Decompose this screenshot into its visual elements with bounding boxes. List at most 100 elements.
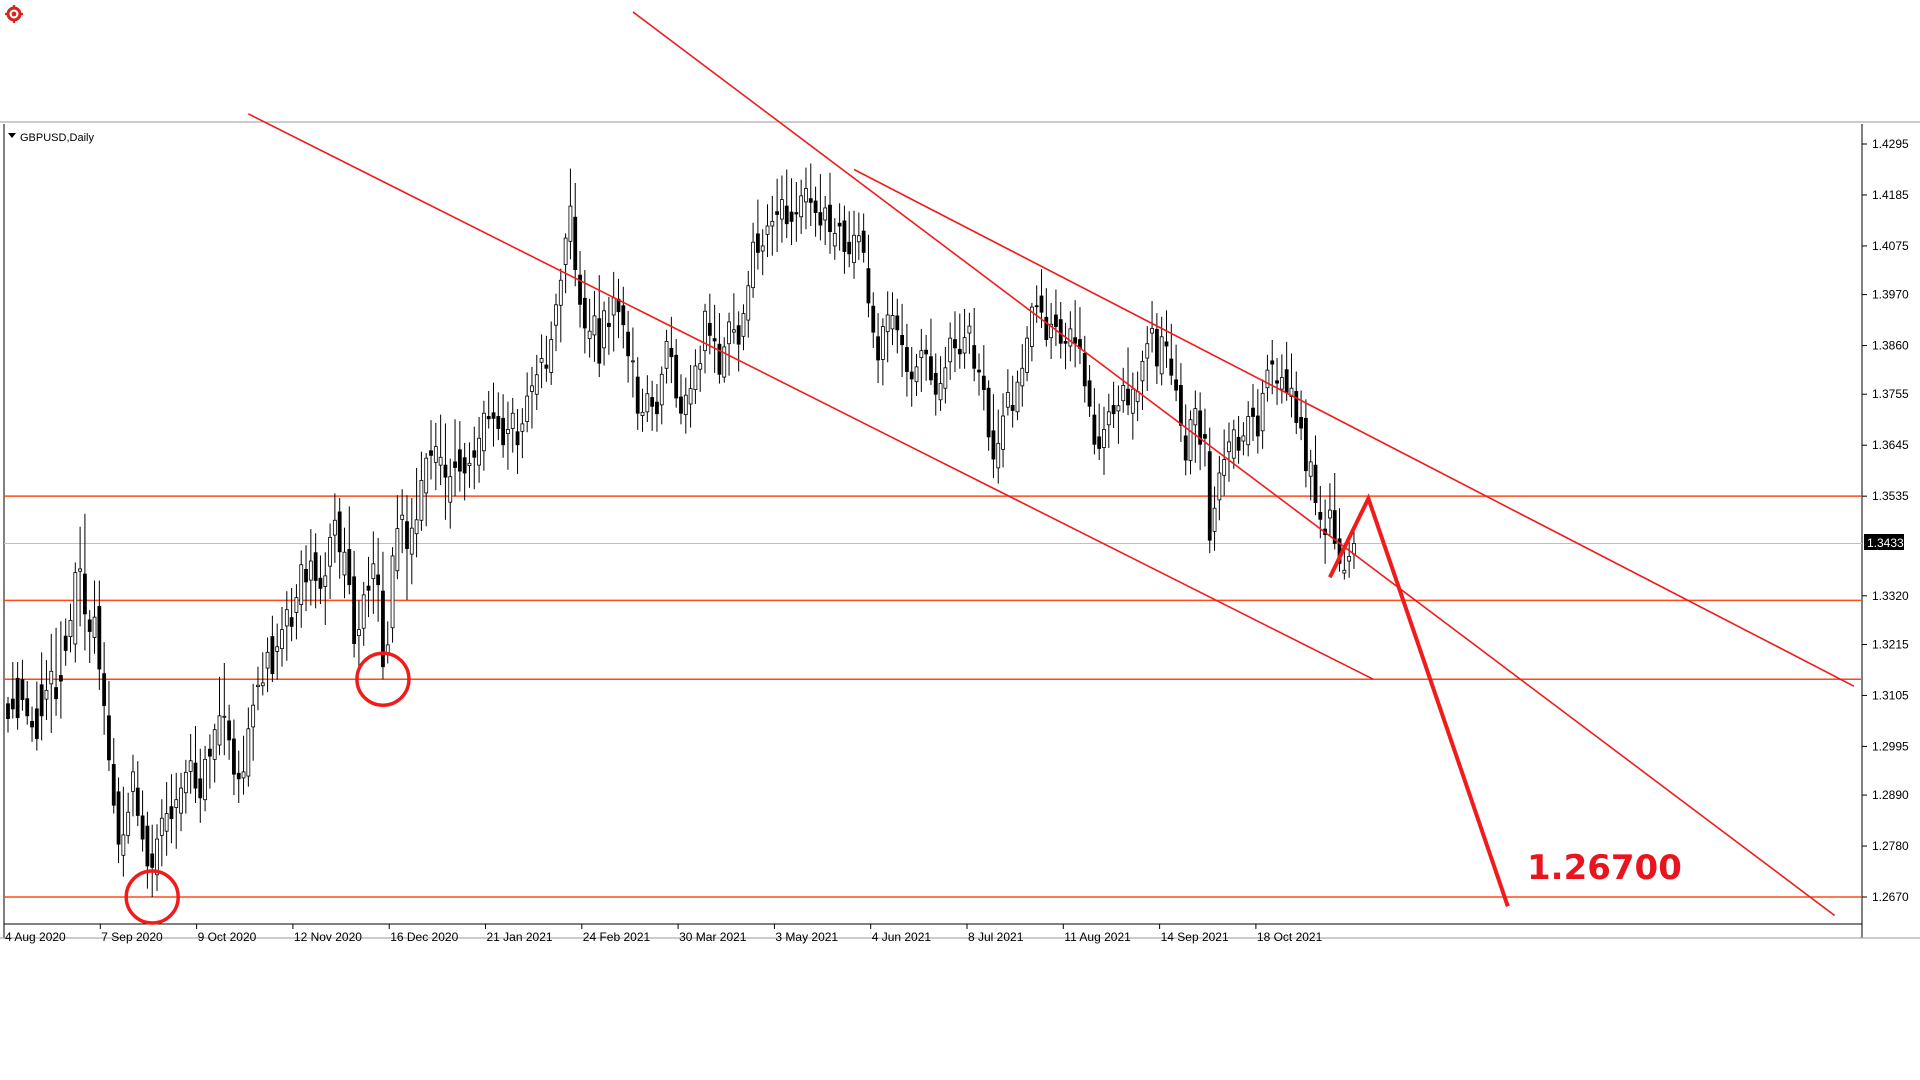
y-tick-label: 1.3320 — [1872, 589, 1909, 603]
candle-body — [1246, 416, 1251, 446]
candle-body — [765, 225, 770, 235]
candle-body — [996, 442, 1001, 469]
x-tick-label: 14 Sep 2021 — [1161, 930, 1229, 944]
candle-body — [760, 245, 765, 252]
candle-body — [1159, 336, 1164, 375]
candle-body — [371, 563, 376, 580]
candle-body — [126, 811, 131, 836]
candle-body — [1222, 459, 1227, 476]
candle-body — [510, 412, 515, 429]
candle-body — [1303, 417, 1308, 472]
candle-body — [54, 687, 58, 700]
candle-body — [1106, 411, 1111, 426]
candle-body — [20, 679, 25, 700]
candle-body — [847, 241, 852, 255]
candle-body — [78, 568, 83, 572]
candle-body — [328, 537, 332, 567]
candle-body — [592, 315, 597, 336]
candle-body — [856, 235, 861, 243]
candle-body — [977, 369, 981, 373]
candle-body — [241, 771, 246, 779]
y-tick-label: 1.3105 — [1872, 688, 1909, 702]
candle-body — [1183, 435, 1188, 461]
candle-body — [919, 350, 924, 359]
candle-body — [443, 464, 448, 478]
candle-body — [1231, 429, 1236, 459]
candle-body — [1299, 416, 1303, 429]
candle-body — [1255, 415, 1260, 437]
candle-body — [83, 573, 87, 615]
candle-body — [159, 817, 164, 836]
candle-body — [544, 364, 549, 369]
candle-body — [429, 450, 433, 456]
candle-body — [1029, 306, 1034, 347]
candle-body — [1140, 360, 1145, 382]
candle-body — [164, 813, 169, 832]
candle-body — [900, 334, 905, 346]
y-tick-label: 1.2890 — [1872, 788, 1909, 802]
candle-body — [515, 431, 520, 446]
candle-body — [731, 329, 736, 333]
symbol-dropdown-icon[interactable] — [8, 133, 16, 138]
candle-body — [203, 758, 207, 801]
candle-body — [1284, 369, 1289, 393]
candle-body — [698, 363, 703, 370]
candle-body — [352, 576, 357, 644]
x-tick-label: 3 May 2021 — [775, 930, 838, 944]
candle-body — [496, 416, 501, 429]
candle-body — [842, 220, 847, 252]
candle-body — [246, 728, 251, 777]
candle-body — [688, 388, 693, 405]
x-tick-label: 30 Mar 2021 — [679, 930, 747, 944]
x-tick-label: 16 Dec 2020 — [390, 930, 458, 944]
candle-body — [1025, 337, 1029, 373]
candle-body — [770, 220, 775, 227]
candle-body — [938, 383, 943, 401]
candle-body — [804, 188, 808, 203]
candle-body — [270, 636, 275, 675]
candle-body — [794, 212, 799, 215]
candle-body — [962, 337, 967, 354]
channel-line — [247, 113, 1374, 680]
candle-body — [332, 519, 337, 536]
channel-line — [853, 168, 1855, 687]
candle-body — [972, 345, 977, 369]
y-tick-label: 1.3215 — [1872, 637, 1909, 651]
candle-body — [1116, 405, 1121, 412]
candle-body — [68, 619, 73, 637]
candle-body — [217, 715, 222, 746]
candle-body — [1145, 343, 1150, 359]
candle-body — [232, 738, 236, 775]
candle-body — [236, 772, 241, 780]
time-axis: 4 Aug 2020 7 Sep 2020 9 Oct 2020 12 Nov 202… — [3, 924, 1323, 944]
candle-body — [289, 617, 294, 627]
y-tick-label: 1.3535 — [1872, 489, 1909, 503]
candle-body — [481, 412, 486, 452]
x-tick-label: 4 Jun 2021 — [872, 930, 932, 944]
candle-body — [1121, 385, 1126, 402]
candle-body — [193, 762, 198, 789]
candle-body — [183, 771, 188, 794]
horizontal-levels — [4, 495, 1862, 898]
candle-body — [1174, 379, 1179, 391]
candle-body — [1328, 509, 1332, 519]
candle-body — [318, 577, 323, 589]
y-tick-label: 1.4075 — [1872, 239, 1909, 253]
candle-body — [799, 195, 804, 218]
candle-body — [121, 834, 126, 856]
candle-body — [361, 594, 366, 629]
candle-body — [659, 373, 664, 406]
candle-body — [1126, 388, 1130, 406]
candle-body — [933, 372, 938, 395]
candle-body — [525, 395, 530, 422]
candle-body — [554, 304, 558, 326]
candle-body — [15, 677, 20, 719]
candle-body — [1097, 436, 1102, 449]
candle-body — [1227, 441, 1231, 453]
candle-body — [563, 237, 568, 265]
candle-body — [150, 853, 155, 868]
marked-low-circle — [355, 651, 411, 707]
candle-body — [808, 198, 813, 203]
candle-body — [438, 456, 443, 466]
